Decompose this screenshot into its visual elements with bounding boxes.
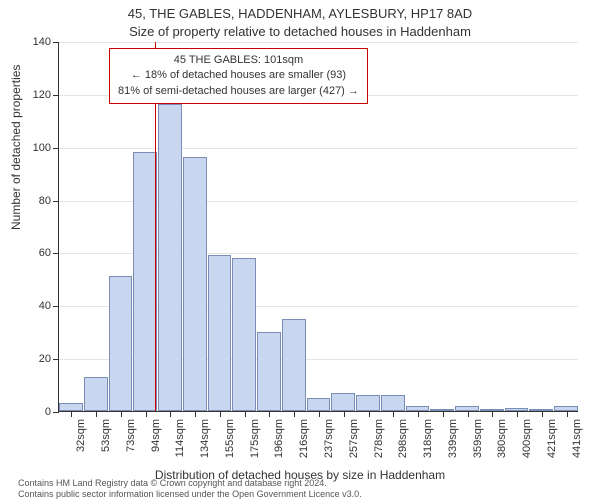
y-tick-label: 20 [39,353,51,365]
x-tick [542,411,543,417]
x-tick [146,411,147,417]
x-tick [492,411,493,417]
info-box-line1: 45 THE GABLES: 101sqm [118,53,359,68]
x-tick-label: 237sqm [323,419,335,458]
x-tick-label: 400sqm [521,419,533,458]
y-tick-label: 140 [33,36,51,48]
bar [381,395,405,411]
x-tick-label: 318sqm [422,419,434,458]
x-tick [443,411,444,417]
x-tick [369,411,370,417]
y-axis-label: Number of detached properties [9,65,23,230]
x-tick [517,411,518,417]
x-tick [121,411,122,417]
y-tick [53,359,59,360]
x-tick-label: 278sqm [373,419,385,458]
x-tick [468,411,469,417]
bar [84,377,108,411]
info-box-line2: ← 18% of detached houses are smaller (93… [118,68,359,83]
x-tick [294,411,295,417]
footer-attribution: Contains HM Land Registry data © Crown c… [18,478,362,500]
bar [356,395,380,411]
gridline [59,42,578,43]
x-tick [170,411,171,417]
bar [307,398,331,411]
x-tick-label: 32sqm [75,419,87,452]
bar [331,393,355,412]
info-box: 45 THE GABLES: 101sqm ← 18% of detached … [109,48,368,104]
x-tick [220,411,221,417]
y-tick-label: 0 [45,406,51,418]
x-tick [195,411,196,417]
x-tick-label: 53sqm [100,419,112,452]
x-tick-label: 73sqm [125,419,137,452]
x-tick-label: 359sqm [472,419,484,458]
info-box-line3: 81% of semi-detached houses are larger (… [118,84,359,99]
bar [282,319,306,412]
bar [109,276,133,411]
x-tick-label: 134sqm [199,419,211,458]
y-tick [53,201,59,202]
x-tick-label: 94sqm [150,419,162,452]
footer-line1: Contains HM Land Registry data © Crown c… [18,478,362,489]
x-tick-label: 155sqm [224,419,236,458]
gridline [59,148,578,149]
histogram-chart: 45, THE GABLES, HADDENHAM, AYLESBURY, HP… [0,0,600,500]
x-tick [269,411,270,417]
chart-title-main: 45, THE GABLES, HADDENHAM, AYLESBURY, HP… [128,6,472,21]
y-tick [53,95,59,96]
x-tick-label: 380sqm [496,419,508,458]
y-tick [53,148,59,149]
x-tick-label: 441sqm [571,419,583,458]
y-tick [53,412,59,413]
y-tick [53,42,59,43]
y-tick-label: 60 [39,247,51,259]
y-tick-label: 80 [39,195,51,207]
x-tick-label: 216sqm [298,419,310,458]
x-tick [567,411,568,417]
y-tick [53,253,59,254]
x-tick [344,411,345,417]
y-tick-label: 120 [33,89,51,101]
bar [59,403,83,411]
x-tick [393,411,394,417]
x-tick-label: 175sqm [249,419,261,458]
footer-line2: Contains public sector information licen… [18,489,362,500]
y-tick-label: 40 [39,300,51,312]
x-tick [319,411,320,417]
x-tick [71,411,72,417]
bar [257,332,281,411]
y-tick-label: 100 [33,142,51,154]
x-tick [96,411,97,417]
bar [158,104,182,411]
bar [208,255,232,411]
bar [232,258,256,411]
x-tick-label: 114sqm [174,419,186,457]
bar [183,157,207,411]
bar [133,152,157,411]
y-tick [53,306,59,307]
plot-area: 02040608010012014032sqm53sqm73sqm94sqm11… [58,42,578,412]
chart-title-sub: Size of property relative to detached ho… [129,24,471,39]
x-tick-label: 339sqm [447,419,459,458]
x-tick-label: 196sqm [273,419,285,458]
x-tick [418,411,419,417]
x-tick-label: 257sqm [348,419,360,458]
x-tick-label: 421sqm [546,419,558,458]
x-tick-label: 298sqm [397,419,409,458]
x-tick [245,411,246,417]
